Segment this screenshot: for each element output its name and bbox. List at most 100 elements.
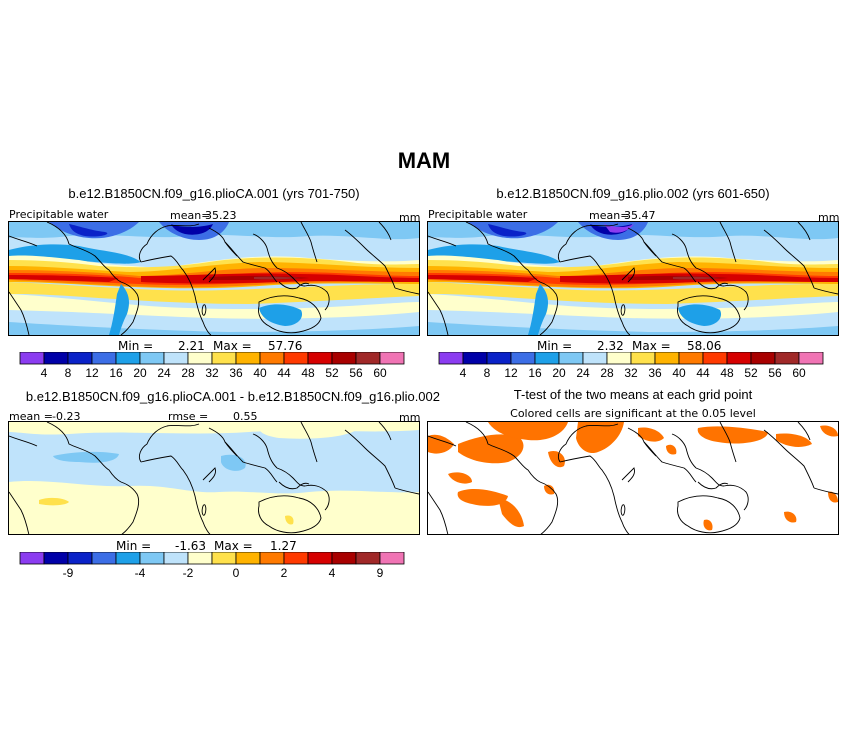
colorbar-box-10 [259, 352, 285, 365]
panel2-mean-label: mean= [589, 209, 630, 222]
coastline-8 [224, 441, 238, 457]
panel1-min-value: 2.21 [178, 339, 205, 353]
coastline-9 [252, 233, 278, 269]
colorbar-tick-label: 44 [277, 366, 291, 380]
significant-region-1 [458, 434, 524, 464]
colorbar-box-9 [654, 352, 680, 365]
dry-australia [678, 304, 722, 326]
colorbar-box-14 [355, 352, 381, 365]
coastline-3 [140, 455, 211, 534]
colorbar-tick-label: 48 [720, 366, 734, 380]
coastline-12 [723, 484, 749, 511]
colorbar-tick-label: 48 [301, 366, 315, 380]
colorbar-box-13 [750, 352, 776, 365]
colorbar-tick-label: 4 [41, 366, 48, 380]
colorbar-tick-label: 52 [325, 366, 339, 380]
significant-region-3 [548, 450, 565, 468]
coastline-7 [627, 227, 697, 283]
coastline-16 [9, 491, 30, 534]
coastline-15 [394, 287, 419, 295]
coastline-4 [138, 223, 200, 263]
coastline-15 [813, 487, 838, 495]
colorbar-box-4 [115, 352, 141, 365]
colorbar-box-4 [115, 552, 141, 565]
colorbar-tick-label: -9 [63, 566, 74, 580]
colorbar-box-10 [678, 352, 704, 365]
panel3-mean-value: -0.23 [52, 410, 81, 423]
colorbar-box-15 [798, 352, 824, 365]
panel3-max-label: Max = [214, 539, 253, 553]
colorbar-tick-label: 56 [768, 366, 782, 380]
panel2-variable: Precipitable water [428, 208, 528, 221]
coastline-2 [120, 481, 140, 534]
coastline-3 [559, 455, 630, 534]
significant-region-8 [448, 472, 472, 484]
diff-negative-1 [53, 451, 119, 463]
coastline-6 [201, 504, 207, 516]
coastline-5 [202, 467, 216, 483]
colorbar-box-8 [211, 552, 237, 565]
colorbar-tick-label: 28 [600, 366, 614, 380]
panel3-rmse-value: 0.55 [233, 410, 258, 423]
diff-positive-spot-2 [285, 515, 294, 525]
panel1-mean-value: 35.23 [205, 209, 237, 222]
coastline-13 [677, 295, 741, 334]
colorbar-tick-label: 28 [181, 366, 195, 380]
colorbar-tick-label: -2 [183, 566, 194, 580]
colorbar-tick-label: -4 [135, 566, 146, 580]
colorbar-box-2 [67, 352, 93, 365]
coastline-16 [428, 291, 449, 335]
significant-region-12 [666, 444, 677, 455]
colorbar-tick-label: 40 [672, 366, 686, 380]
colorbar-box-4 [534, 352, 560, 365]
band-52-atlantic [428, 275, 538, 282]
significant-region-9 [457, 489, 508, 506]
colorbar-box-6 [582, 352, 608, 365]
diff-positive-spot-1 [39, 497, 69, 506]
panel3-min-value: -1.63 [175, 539, 207, 553]
colorbar-tick-label: 32 [624, 366, 638, 380]
coastline-12 [723, 284, 749, 311]
panel3-min-label: Min = [116, 539, 152, 553]
colorbar-tick-label: 40 [253, 366, 267, 380]
colorbar-box-11 [283, 352, 309, 365]
panel2-map [427, 221, 839, 336]
colorbar-tick-label: 8 [65, 366, 72, 380]
coastline-0 [46, 222, 122, 283]
colorbar-tick-label: 60 [373, 366, 387, 380]
colorbar-box-14 [355, 552, 381, 565]
band-south-36 [428, 282, 838, 304]
figure-title: MAM [397, 148, 451, 173]
colorbar-box-8 [630, 352, 656, 365]
coastline-9 [252, 433, 278, 469]
significant-region-13 [703, 519, 713, 531]
colorbar-box-8 [211, 352, 237, 365]
panel4-map [427, 421, 839, 535]
coastline-7 [208, 427, 278, 483]
coastline-5 [202, 267, 216, 283]
coastline-12 [304, 484, 330, 511]
colorbar-box-7 [606, 352, 632, 365]
coastline-1 [428, 435, 457, 447]
panel4-title: T-test of the two means at each grid poi… [513, 387, 753, 402]
panel3-rmse-label: rmse = [168, 410, 209, 423]
panel2-colorbar: 4 8 12 16 20 24 28 32 36 40 44 48 52 56 60 [438, 352, 824, 380]
coastline-14 [344, 229, 396, 289]
coastline-8 [643, 241, 657, 257]
coastline-1 [428, 235, 457, 247]
coastline-13 [258, 495, 322, 534]
colorbar-box-12 [307, 552, 333, 565]
colorbar-tick-label: 0 [233, 566, 240, 580]
colorbar-box-12 [726, 352, 752, 365]
significant-region-0 [428, 434, 454, 454]
panel1-max-value: 57.76 [268, 339, 303, 353]
panel3-map [8, 421, 420, 535]
coastline-4 [138, 423, 200, 463]
colorbar-box-13 [331, 552, 357, 565]
colorbar-tick-label: 12 [504, 366, 518, 380]
colorbar-tick-label: 32 [205, 366, 219, 380]
band-max [254, 276, 301, 280]
colorbar-tick-label: 60 [792, 366, 806, 380]
colorbar-tick-label: 8 [484, 366, 491, 380]
coastline-18 [719, 222, 737, 263]
